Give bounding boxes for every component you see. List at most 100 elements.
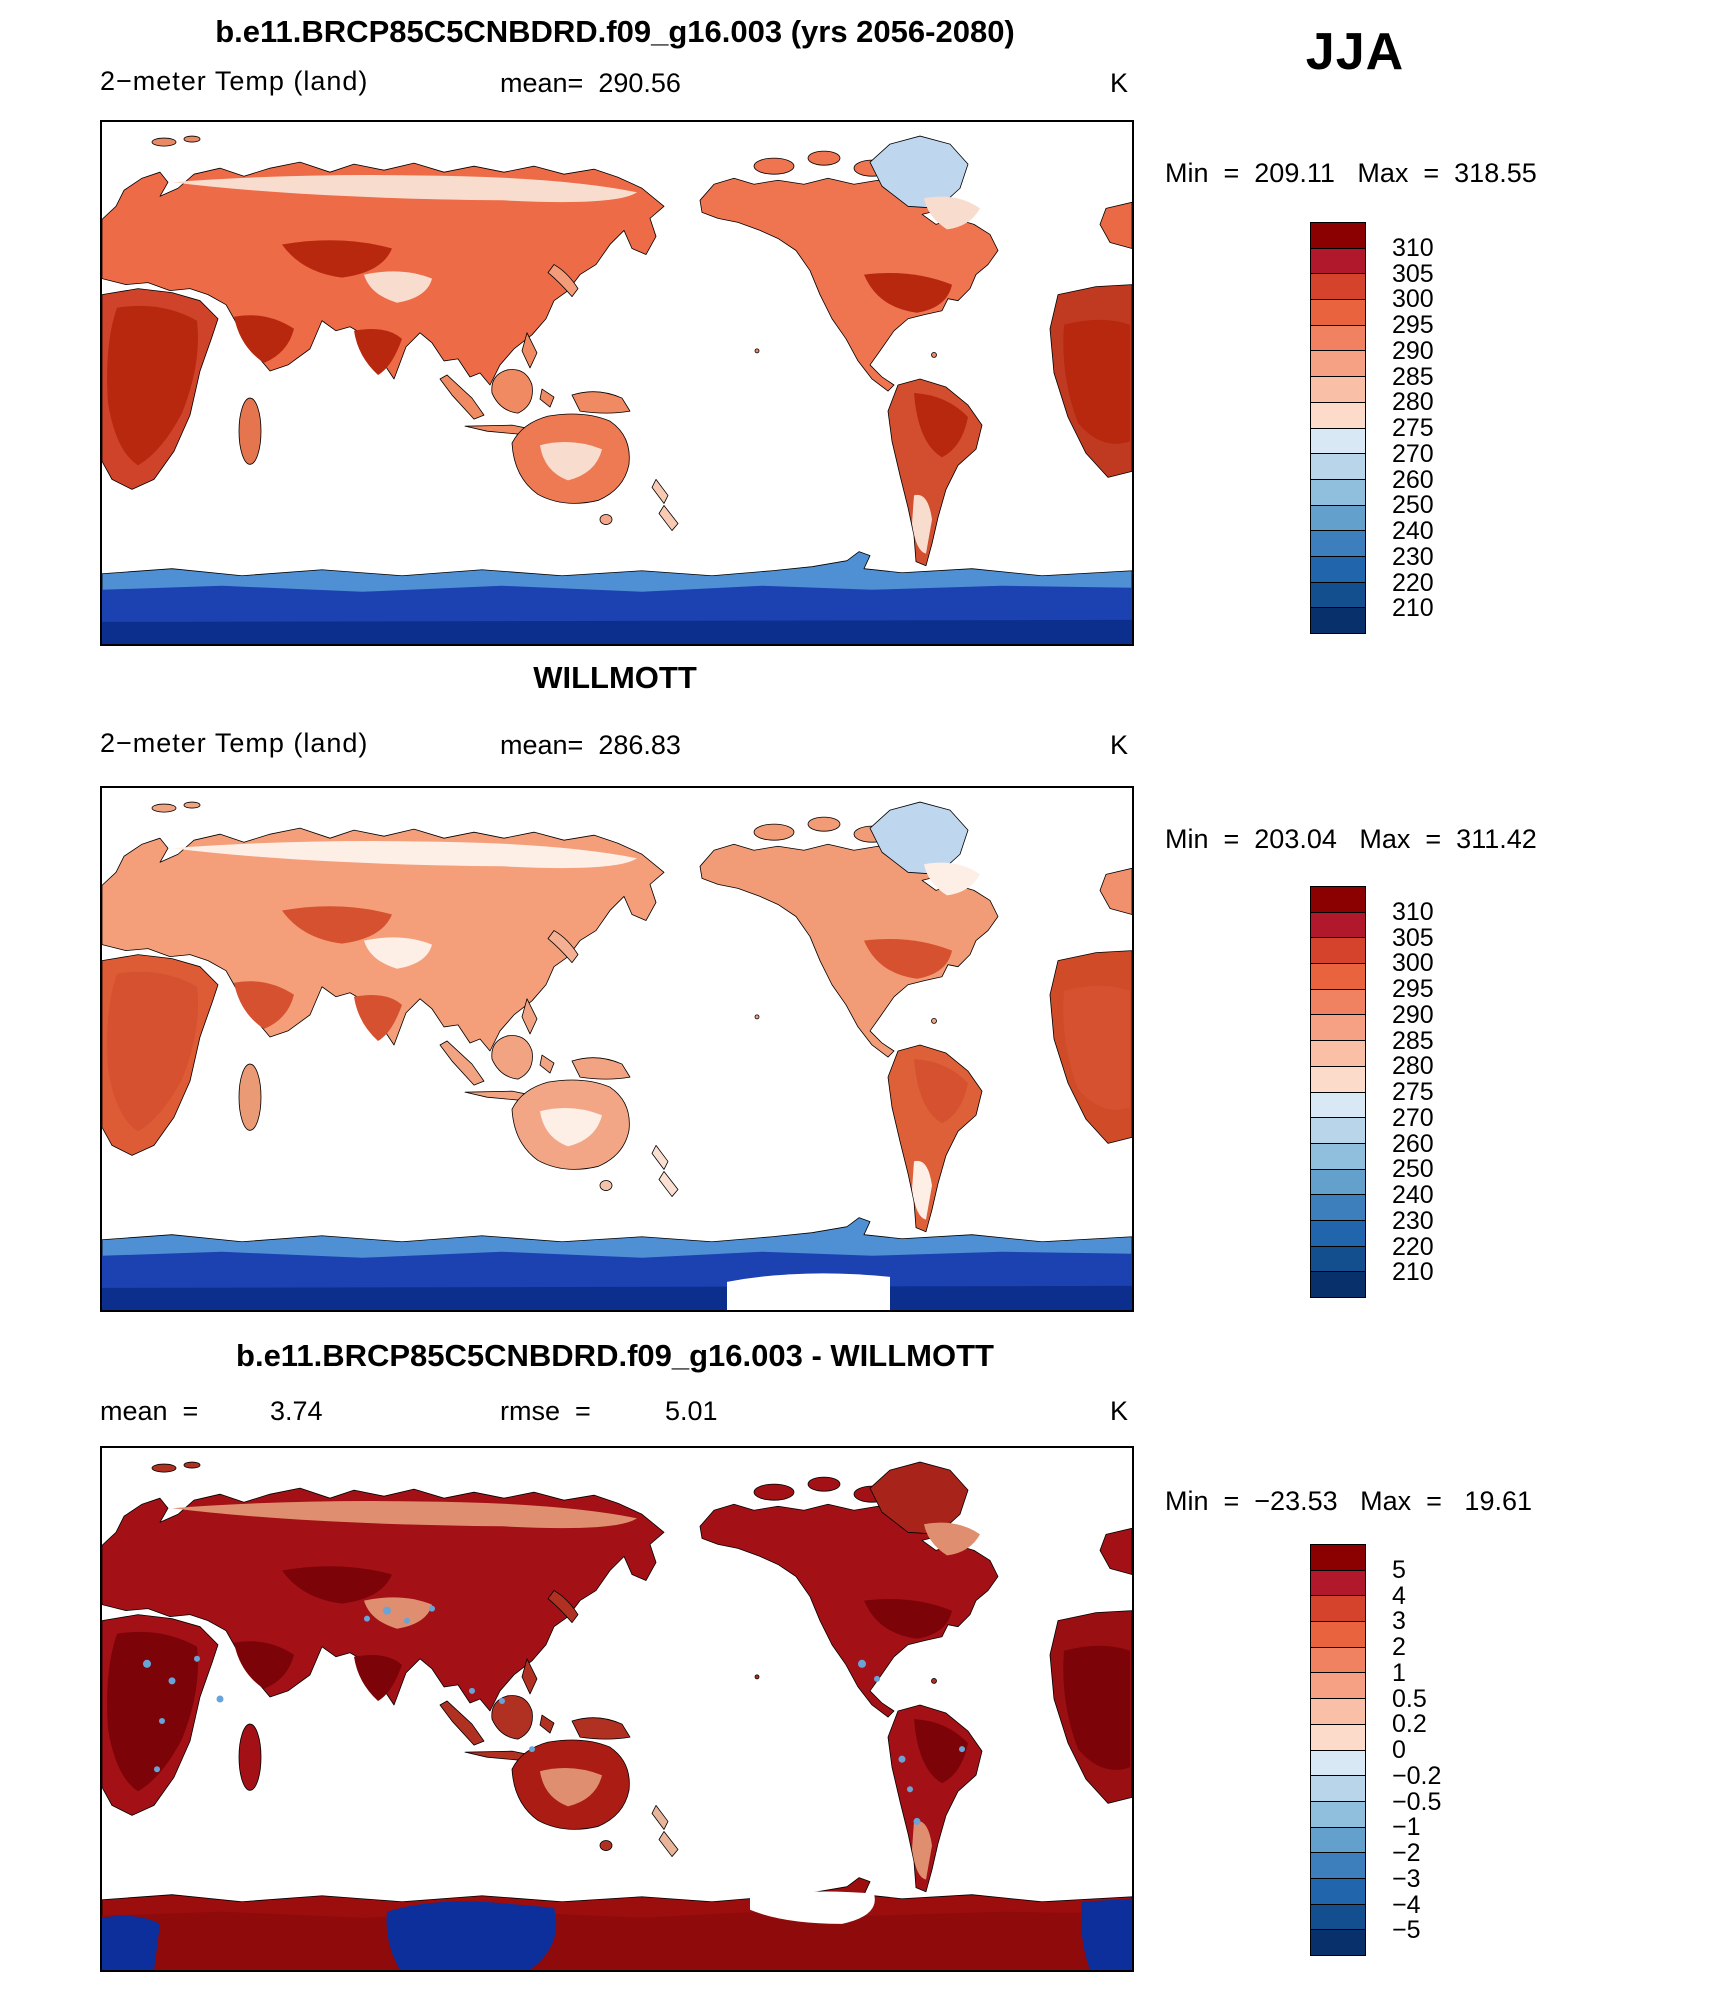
panel-model-title: b.e11.BRCP85C5CNBDRD.f09_g16.003 (yrs 20… xyxy=(215,14,1015,49)
colorbar-cell xyxy=(1310,1117,1366,1144)
unit-label: K xyxy=(1109,730,1128,760)
colorbar-tick-label: 300 xyxy=(1392,285,1434,314)
colorbar-tick-label: 275 xyxy=(1392,1078,1434,1106)
colorbar-tick-label: −2 xyxy=(1392,1839,1421,1867)
minmax-diff: Min = −23.53 Max = 19.61 xyxy=(1165,1486,1685,1517)
colorbar-tick-label: −4 xyxy=(1392,1890,1421,1919)
colorbar-diff xyxy=(1310,1544,1366,1956)
colorbar-tick-label: 3 xyxy=(1392,1607,1406,1636)
mean-stat: mean= 286.83 xyxy=(500,730,681,761)
colorbar-cell xyxy=(1310,530,1366,557)
mean-value: 290.56 xyxy=(598,68,681,98)
colorbar-tick-label: 220 xyxy=(1392,568,1434,597)
colorbar-tick-label: 305 xyxy=(1392,923,1434,952)
colorbar-cell xyxy=(1310,911,1366,939)
colorbar-tick-label: 230 xyxy=(1392,542,1434,571)
mean-stat: mean= 290.56 xyxy=(500,68,681,99)
colorbar-tick-label: 300 xyxy=(1392,949,1434,978)
world-map-model xyxy=(102,135,1132,644)
colorbar-tick-label: −1 xyxy=(1392,1813,1421,1842)
colorbar-cell xyxy=(1310,1672,1366,1700)
colorbar-cell xyxy=(1310,1621,1366,1648)
colorbar-tick-label: 240 xyxy=(1392,517,1434,545)
max-label: Max = xyxy=(1334,158,1455,188)
min-label: Min = xyxy=(1165,824,1255,854)
colorbar-cell xyxy=(1310,478,1366,506)
colorbar-cell xyxy=(1310,247,1366,275)
colorbar-ticks-diff: 5 4 3 2 1 0.5 0.2 0 −0.2 −0.5 −1 −2 −3 −4 −5 xyxy=(1392,1544,1512,1956)
colorbar-tick-label: 285 xyxy=(1392,362,1434,391)
max-label: Max = xyxy=(1337,1486,1457,1516)
colorbar-cell xyxy=(1310,1245,1366,1273)
colorbar-model xyxy=(1310,222,1366,634)
season-label: JJA xyxy=(1305,23,1405,81)
colorbar-cell xyxy=(1310,1014,1366,1042)
colorbar-tick-label: 250 xyxy=(1392,1155,1434,1184)
min-value: 203.04 xyxy=(1254,824,1337,854)
panel-obs-subheader: 2−meter Temp (land) mean= 286.83 K xyxy=(100,728,1130,762)
panel-diff-title: b.e11.BRCP85C5CNBDRD.f09_g16.003 - WILLM… xyxy=(236,1338,994,1373)
colorbar-cell xyxy=(1310,299,1366,326)
world-map-obs xyxy=(102,801,1132,1310)
min-value: −23.53 xyxy=(1254,1486,1338,1516)
colorbar-cell xyxy=(1310,1091,1366,1119)
colorbar-tick-label: 285 xyxy=(1392,1026,1434,1055)
colorbar-tick-label: 310 xyxy=(1392,897,1434,926)
colorbar-cell xyxy=(1310,1800,1366,1828)
colorbar-ticks-model: 310 305 300 295 290 285 280 275 270 260 250 240 230 2… xyxy=(1392,222,1512,634)
colorbar-cell xyxy=(1310,1749,1366,1777)
colorbar-tick-label: 2 xyxy=(1392,1633,1406,1661)
colorbar-tick-label: 260 xyxy=(1392,465,1434,494)
colorbar-cell xyxy=(1310,1929,1366,1956)
colorbar-cell xyxy=(1310,376,1366,403)
unit-label: K xyxy=(1109,68,1128,98)
panel-obs-title: WILLMOTT xyxy=(533,660,697,695)
colorbar-tick-label: 270 xyxy=(1392,439,1434,468)
min-label: Min = xyxy=(1165,158,1255,188)
colorbar-cell xyxy=(1310,937,1366,965)
colorbar-tick-label: 270 xyxy=(1392,1103,1434,1132)
colorbar-tick-label: 290 xyxy=(1392,336,1434,365)
colorbar-cell xyxy=(1310,324,1366,352)
colorbar-cell xyxy=(1310,1826,1366,1854)
rmse-value: 5.01 xyxy=(665,1396,718,1426)
variable-label: 2−meter Temp (land) xyxy=(100,728,369,758)
colorbar-tick-label: 0.5 xyxy=(1392,1684,1427,1713)
colorbar-cell xyxy=(1310,222,1366,249)
colorbar-tick-label: 295 xyxy=(1392,975,1434,1003)
mean-label: mean = xyxy=(100,1396,199,1426)
colorbar-cell xyxy=(1310,350,1366,378)
colorbar-tick-label: 220 xyxy=(1392,1232,1434,1261)
colorbar-cell xyxy=(1310,1595,1366,1623)
colorbar-cell xyxy=(1310,886,1366,913)
colorbar-tick-label: 210 xyxy=(1392,1258,1434,1287)
colorbar-cell xyxy=(1310,988,1366,1016)
colorbar-tick-label: 5 xyxy=(1392,1555,1406,1584)
variable-label: 2−meter Temp (land) xyxy=(100,66,369,96)
colorbar-ticks-obs: 310 305 300 295 290 285 280 275 270 260 250 240 230 2… xyxy=(1392,886,1512,1298)
colorbar-tick-label: 290 xyxy=(1392,1000,1434,1029)
mean-label: mean= xyxy=(500,68,599,98)
colorbar-tick-label: 275 xyxy=(1392,414,1434,442)
colorbar-cell xyxy=(1310,581,1366,609)
map-frame-model xyxy=(100,120,1134,646)
colorbar-obs xyxy=(1310,886,1366,1298)
colorbar-tick-label: −0.2 xyxy=(1392,1761,1442,1790)
colorbar-tick-label: −3 xyxy=(1392,1864,1421,1893)
colorbar-cell xyxy=(1310,1852,1366,1879)
unit-label: K xyxy=(1109,1396,1128,1426)
colorbar-tick-label: 1 xyxy=(1392,1658,1406,1687)
mean-value: 3.74 xyxy=(270,1396,323,1426)
colorbar-tick-label: 305 xyxy=(1392,259,1434,288)
colorbar-cell xyxy=(1310,1723,1366,1751)
colorbar-cell xyxy=(1310,1877,1366,1905)
panel-diff-stats: mean = 3.74 rmse = 5.01 K xyxy=(100,1396,1130,1430)
colorbar-tick-label: 260 xyxy=(1392,1129,1434,1158)
colorbar-cell xyxy=(1310,963,1366,990)
colorbar-cell xyxy=(1310,1698,1366,1725)
min-value: 209.11 xyxy=(1254,158,1335,188)
colorbar-tick-label: −5 xyxy=(1392,1916,1421,1945)
colorbar-cell xyxy=(1310,1219,1366,1247)
colorbar-cell xyxy=(1310,1903,1366,1931)
